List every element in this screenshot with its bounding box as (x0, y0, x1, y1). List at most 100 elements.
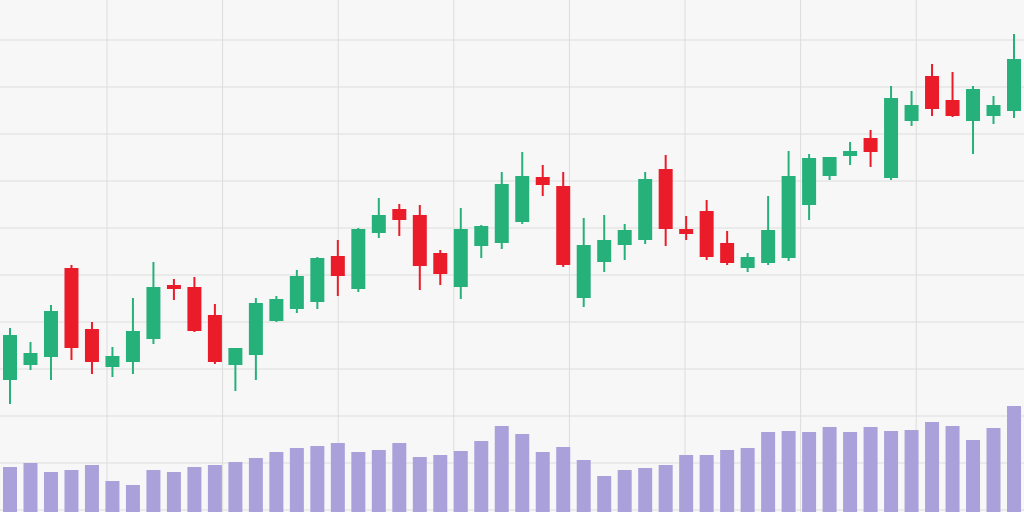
volume-bar (84, 465, 99, 512)
volume-bar (781, 431, 796, 512)
volume-bar (433, 455, 448, 512)
candle-body (228, 348, 243, 365)
volume-bar (146, 470, 161, 512)
candle-body (371, 215, 386, 233)
candle-body (720, 243, 735, 263)
candle-body (474, 226, 489, 246)
volume-bar (1007, 406, 1021, 512)
candle-body (433, 253, 448, 274)
candle-body (248, 303, 263, 355)
volume-bar (802, 432, 817, 512)
candle-body (310, 258, 325, 302)
candle-body (576, 245, 591, 298)
volume-bar (617, 470, 632, 512)
volume-bar (207, 465, 222, 512)
volume-bar (228, 462, 243, 512)
volume-bar (187, 467, 202, 512)
volume-bar (843, 432, 858, 512)
candle-body (556, 186, 571, 265)
candle-body (638, 179, 653, 240)
candle-body (761, 230, 776, 263)
candle-body (740, 257, 755, 268)
candle-body (515, 176, 530, 222)
volume-bar (535, 452, 550, 512)
candle-body (64, 268, 79, 348)
candle-body (23, 353, 38, 365)
volume-bar (638, 468, 653, 512)
volume-bar (3, 467, 17, 512)
volume-bar (310, 446, 325, 512)
candle-body (822, 157, 837, 176)
volume-bar (761, 432, 776, 512)
volume-bar (863, 427, 878, 512)
candle-body (453, 229, 468, 287)
volume-bar (43, 472, 58, 512)
volume-bar (166, 472, 181, 512)
candle-body (207, 315, 222, 362)
volume-bar (679, 455, 694, 512)
candle-body (3, 335, 17, 380)
candle-body (781, 176, 796, 258)
candle-body (1007, 59, 1021, 111)
volume-bar (248, 458, 263, 512)
candle-body (494, 184, 509, 243)
candle-body (412, 215, 427, 266)
volume-bar (904, 430, 919, 512)
volume-bar (699, 455, 714, 512)
candle-body (945, 100, 960, 116)
candle-body (125, 331, 140, 362)
candle-body (966, 89, 981, 121)
candle-body (166, 285, 181, 289)
candle-body (904, 105, 919, 121)
volume-bar (576, 460, 591, 512)
volume-bar (125, 485, 140, 512)
volume-bar (289, 448, 304, 512)
volume-bar (925, 422, 940, 512)
volume-bar (515, 434, 530, 512)
candle-body (187, 287, 202, 331)
candle-body (351, 229, 366, 289)
volume-bar (986, 428, 1001, 512)
volume-bar (822, 427, 837, 512)
volume-bar (658, 465, 673, 512)
volume-bar (269, 452, 284, 512)
volume-bar (371, 450, 386, 512)
candle-body (43, 311, 58, 357)
candle-body (105, 356, 120, 367)
volume-bar (23, 463, 38, 512)
volume-bar (884, 431, 899, 512)
candle-body (843, 151, 858, 156)
volume-bar (392, 443, 407, 512)
candle-body (884, 98, 899, 178)
candle-body (679, 229, 694, 234)
candle-body (269, 299, 284, 321)
volume-bar (330, 443, 345, 512)
volume-bar (945, 426, 960, 512)
volume-bar (720, 450, 735, 512)
volume-bar (494, 426, 509, 512)
candle-body (699, 211, 714, 257)
candle-body (802, 158, 817, 205)
candle-body (84, 329, 99, 362)
candle-body (863, 138, 878, 152)
volume-bar (556, 447, 571, 512)
candle-body (146, 287, 161, 339)
candle-body (617, 230, 632, 245)
volume-bar (412, 457, 427, 512)
candle-body (535, 177, 550, 185)
candle-body (330, 256, 345, 276)
volume-bar (966, 440, 981, 512)
volume-bar (474, 441, 489, 512)
candle-body (925, 76, 940, 109)
candle-body (597, 240, 612, 262)
candle-body (289, 276, 304, 309)
volume-bar (597, 476, 612, 512)
candle-body (658, 169, 673, 229)
volume-bar (64, 470, 79, 512)
volume-bar (740, 448, 755, 512)
candle-body (986, 105, 1001, 116)
volume-bar (105, 481, 120, 512)
volume-bar (351, 452, 366, 512)
